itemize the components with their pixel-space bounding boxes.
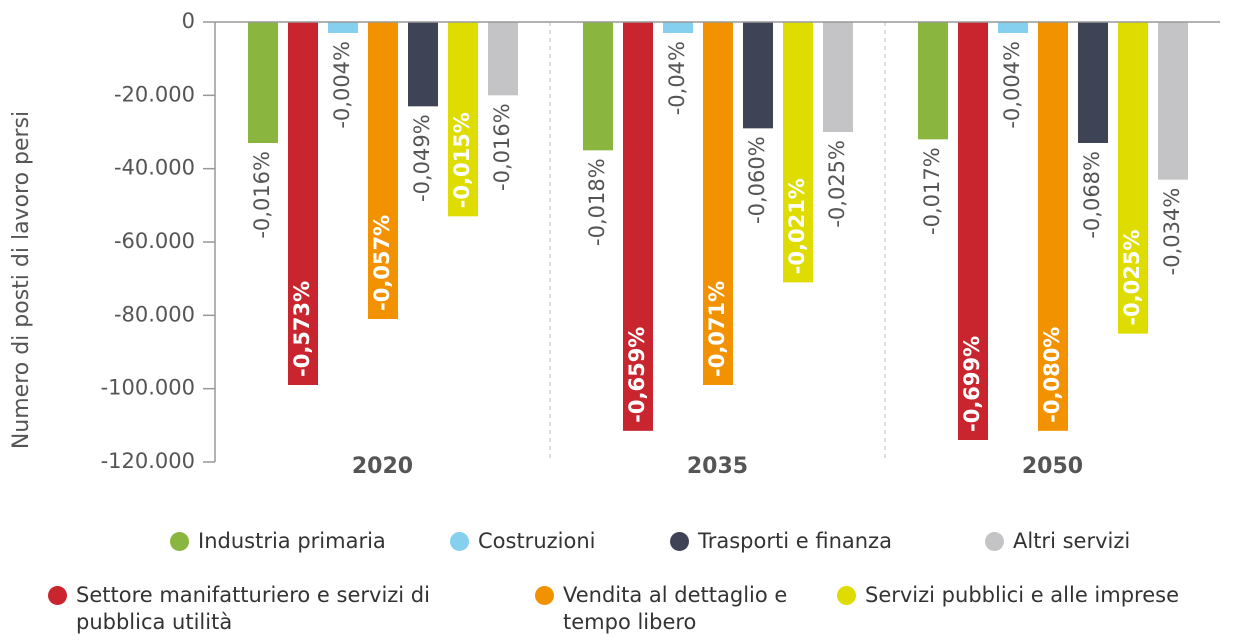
- legend-item: Industria primaria: [170, 528, 498, 555]
- legend-swatch: [170, 532, 189, 551]
- share-label: -0,025%: [825, 140, 849, 228]
- bar: [703, 22, 733, 385]
- legend-swatch: [837, 586, 856, 605]
- share-label: -0,060%: [745, 136, 769, 224]
- legend-label: Costruzioni: [478, 529, 596, 553]
- share-label: -0,04%: [665, 41, 689, 115]
- legend-swatch: [48, 586, 67, 605]
- share-label: -0,004%: [1000, 41, 1024, 129]
- legend-item: Servizi pubblici e alle imprese: [837, 582, 1240, 609]
- bar: [958, 22, 988, 440]
- legend-label: Vendita al dettaglio e tempo libero: [563, 583, 788, 634]
- bar: [488, 22, 518, 96]
- y-tick-label: -120.000: [101, 449, 195, 473]
- share-label: -0,659%: [625, 327, 649, 423]
- bar: [1038, 22, 1068, 431]
- share-label: -0,017%: [920, 147, 944, 235]
- legend-item: Costruzioni: [450, 528, 678, 555]
- legend-item: Settore manifatturiero e servizi di pubb…: [48, 582, 506, 636]
- bar: [918, 22, 948, 140]
- legend-item: Vendita al dettaglio e tempo libero: [535, 582, 823, 636]
- bar: [408, 22, 438, 107]
- share-label: -0,057%: [370, 215, 394, 311]
- bar: [663, 22, 693, 33]
- bar: [998, 22, 1028, 33]
- bar: [743, 22, 773, 129]
- share-label: -0,016%: [490, 103, 514, 191]
- bar: [1118, 22, 1148, 334]
- bar: [1078, 22, 1108, 143]
- legend-item: Altri servizi: [985, 528, 1240, 555]
- y-tick-label: -100.000: [101, 376, 195, 400]
- share-label: -0,049%: [410, 114, 434, 202]
- x-tick-label: 2020: [352, 454, 413, 479]
- y-tick-label: -20.000: [114, 82, 195, 106]
- share-label: -0,004%: [330, 41, 354, 129]
- share-label: -0,034%: [1160, 188, 1184, 276]
- x-tick-label: 2050: [1022, 454, 1083, 479]
- legend-label: Altri servizi: [1013, 529, 1131, 553]
- legend-swatch: [985, 532, 1004, 551]
- legend-label: Servizi pubblici e alle imprese: [865, 583, 1180, 607]
- bar: [1158, 22, 1188, 180]
- share-label: -0,080%: [1040, 327, 1064, 423]
- bar: [288, 22, 318, 385]
- y-tick-label: 0: [182, 9, 195, 33]
- bar: [783, 22, 813, 283]
- bar: [583, 22, 613, 151]
- share-label: -0,071%: [705, 281, 729, 377]
- share-label: -0,021%: [785, 178, 809, 274]
- share-label: -0,068%: [1080, 151, 1104, 239]
- legend-label: Trasporti e finanza: [698, 529, 892, 553]
- bar: [248, 22, 278, 143]
- share-label: -0,018%: [585, 158, 609, 246]
- y-tick-label: -60.000: [114, 229, 195, 253]
- share-label: -0,573%: [290, 281, 314, 377]
- y-axis-label: Numero di posti di lavoro persi: [9, 111, 34, 449]
- legend-item: Trasporti e finanza: [670, 528, 998, 555]
- legend-swatch: [535, 586, 554, 605]
- legend-label: Industria primaria: [198, 529, 386, 553]
- bar: [328, 22, 358, 33]
- legend-label: Settore manifatturiero e servizi di pubb…: [76, 583, 430, 634]
- bar: [623, 22, 653, 431]
- y-tick-label: -80.000: [114, 302, 195, 326]
- bar: [448, 22, 478, 217]
- y-tick-label: -40.000: [114, 156, 195, 180]
- legend-swatch: [670, 532, 689, 551]
- bar: [368, 22, 398, 319]
- share-label: -0,699%: [960, 336, 984, 432]
- share-label: -0,016%: [250, 151, 274, 239]
- legend-swatch: [450, 532, 469, 551]
- share-label: -0,025%: [1120, 229, 1144, 325]
- x-tick-label: 2035: [687, 454, 748, 479]
- share-label: -0,015%: [450, 112, 474, 208]
- bar: [823, 22, 853, 132]
